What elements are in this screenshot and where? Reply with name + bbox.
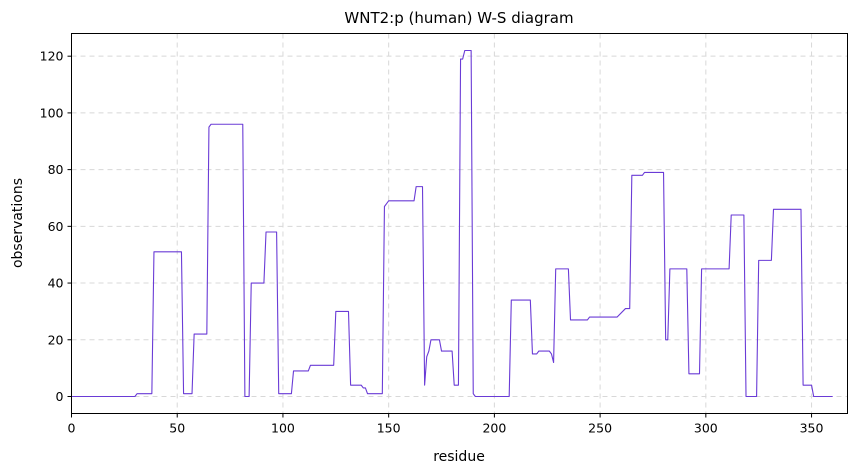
series-layer bbox=[71, 49, 833, 398]
x-tick-label-5: 250 bbox=[588, 421, 612, 436]
x-tick-label-4: 200 bbox=[482, 421, 506, 436]
y-tick-label-0: 0 bbox=[56, 389, 64, 404]
x-tick-label-3: 150 bbox=[377, 421, 401, 436]
x-tick-label-0: 0 bbox=[68, 421, 76, 436]
series-line-0 bbox=[71, 49, 833, 398]
y-axis: 0 20 40 60 80 100 120 bbox=[40, 49, 72, 404]
x-axis: 0 50 100 150 200 250 300 350 bbox=[68, 413, 824, 436]
x-tick-label-7: 350 bbox=[800, 421, 824, 436]
y-axis-label: observations bbox=[10, 178, 26, 268]
y-tick-label-3: 60 bbox=[48, 219, 64, 234]
chart-title: WNT2:p (human) W-S diagram bbox=[344, 9, 573, 27]
x-axis-label: residue bbox=[433, 449, 485, 465]
plot-frame bbox=[71, 33, 848, 414]
x-tick-label-2: 100 bbox=[271, 421, 295, 436]
y-tick-label-2: 40 bbox=[48, 276, 64, 291]
y-tick-label-6: 120 bbox=[40, 49, 64, 64]
y-tick-label-5: 100 bbox=[40, 105, 64, 120]
y-tick-label-4: 80 bbox=[48, 162, 64, 177]
x-tick-label-6: 300 bbox=[694, 421, 718, 436]
y-tick-label-1: 20 bbox=[48, 332, 64, 347]
x-tick-label-1: 50 bbox=[169, 421, 185, 436]
